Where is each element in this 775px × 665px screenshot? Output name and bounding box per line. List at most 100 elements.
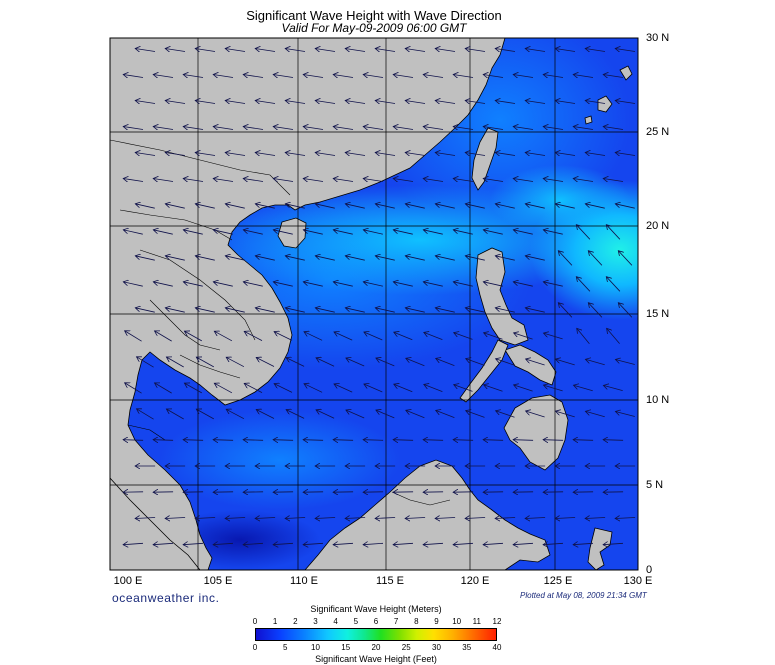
wave-direction-arrow [315, 101, 336, 104]
wave-direction-arrow [256, 358, 275, 367]
land-luzon [475, 247, 529, 346]
wave-direction-arrow [555, 101, 576, 104]
wave-direction-arrow [153, 179, 174, 182]
wave-direction-arrow [285, 49, 306, 52]
wave-direction-arrow [393, 75, 414, 78]
colorbar-meters-tick: 10 [452, 617, 462, 626]
wave-direction-arrow [345, 204, 365, 209]
wave-direction-arrow [303, 230, 323, 235]
wave-direction-arrow [585, 153, 606, 156]
colorbar-feet-tick: 20 [371, 643, 381, 652]
wave-direction-arrow [255, 518, 276, 519]
wave-direction-arrow [526, 359, 545, 366]
wave-direction-arrow [435, 101, 456, 104]
wave-direction-arrow [513, 179, 534, 182]
wave-direction-arrow [303, 179, 324, 182]
lat-label: 15 N [646, 308, 670, 320]
wave-direction-arrow [615, 49, 636, 52]
land-mindoro-palawan [459, 339, 509, 403]
wave-direction-arrow [606, 277, 621, 292]
wave-direction-arrow [286, 410, 305, 419]
wave-direction-arrow [225, 518, 246, 519]
wave-direction-arrow [585, 101, 606, 104]
wave-direction-arrow [375, 101, 396, 104]
wave-direction-arrow [465, 308, 485, 313]
wave-direction-arrow [453, 75, 474, 78]
wave-direction-arrow [483, 440, 504, 441]
wave-direction-arrow [406, 358, 425, 367]
land-sulawesi [587, 527, 613, 570]
land-visayas [504, 344, 557, 386]
wave-direction-arrow [195, 204, 215, 209]
wave-direction-arrow [213, 75, 234, 78]
wave-direction-arrow [183, 440, 204, 441]
wave-direction-arrow [435, 49, 456, 52]
wave-direction-arrow [243, 127, 264, 130]
wave-direction-arrow [483, 179, 504, 182]
wave-direction-arrow [576, 225, 591, 240]
wave-direction-arrow [123, 230, 143, 235]
wave-direction-arrow [153, 75, 174, 78]
wave-direction-arrow [574, 385, 593, 392]
wave-direction-arrow [346, 410, 365, 419]
wave-direction-arrow [303, 440, 324, 441]
wave-direction-arrow [315, 308, 335, 313]
wave-direction-arrow [393, 543, 414, 544]
wave-direction-arrow [346, 358, 365, 367]
wave-field-mid [160, 410, 400, 510]
wave-direction-arrow [315, 204, 335, 209]
wave-direction-arrows [123, 49, 636, 545]
wave-direction-arrow [125, 383, 142, 394]
wave-direction-arrow [615, 360, 635, 365]
wave-direction-arrow [153, 440, 174, 441]
wave-direction-arrow [135, 204, 155, 209]
wave-direction-arrow [513, 543, 534, 544]
wave-direction-arrow [465, 153, 486, 156]
wave-direction-arrow [603, 127, 624, 130]
wave-direction-arrow [226, 409, 245, 420]
wave-direction-arrow [213, 127, 234, 130]
wave-direction-arrow [405, 256, 425, 261]
wave-direction-arrow [453, 127, 474, 130]
wave-direction-arrow [615, 412, 635, 417]
colorbar-meters-tick: 4 [333, 617, 338, 626]
wave-direction-arrow [195, 256, 215, 261]
colorbar-title-meters: Significant Wave Height (Meters) [310, 604, 442, 614]
wave-direction-arrow [435, 204, 455, 209]
wave-direction-arrow [424, 384, 443, 392]
wave-direction-arrow [273, 282, 293, 287]
wave-direction-arrow [273, 440, 294, 441]
wave-direction-arrow [345, 308, 365, 313]
wave-direction-arrow [243, 75, 264, 78]
wave-direction-arrow [525, 308, 545, 313]
colorbar-meters-tick: 2 [293, 617, 298, 626]
wave-direction-arrow [588, 251, 603, 266]
land-asia-mainland [110, 38, 506, 570]
lat-label: 30 N [646, 32, 670, 44]
plotted-timestamp: Plotted at May 08, 2009 21:34 GMT [520, 591, 647, 600]
colorbar-meters-tick: 3 [313, 617, 318, 626]
lat-label: 20 N [646, 220, 670, 232]
wave-direction-arrow [304, 384, 323, 393]
wave-direction-arrow [244, 331, 263, 341]
lon-label: 110 E [290, 575, 318, 587]
wave-direction-arrow [375, 256, 395, 261]
wave-direction-arrow [405, 204, 425, 209]
wave-direction-arrow [183, 127, 204, 130]
wave-direction-arrow [543, 75, 564, 78]
wave-direction-arrow [244, 383, 263, 393]
wave-direction-arrow [285, 101, 306, 104]
wave-direction-arrow [603, 179, 624, 182]
wave-direction-arrow [483, 282, 503, 287]
wave-direction-arrow [526, 411, 545, 418]
lon-label: 105 E [203, 575, 233, 587]
wave-direction-arrow [334, 384, 353, 393]
wave-direction-arrow [183, 282, 203, 287]
wave-direction-arrow [213, 282, 233, 287]
wave-direction-arrow [165, 101, 186, 104]
map-subtitle: Valid For May-09-2009 06:00 GMT [281, 21, 467, 35]
wave-direction-arrow [453, 440, 474, 441]
wave-direction-arrow [544, 333, 563, 340]
lat-label: 5 N [646, 479, 664, 491]
wave-direction-arrow [225, 101, 246, 104]
